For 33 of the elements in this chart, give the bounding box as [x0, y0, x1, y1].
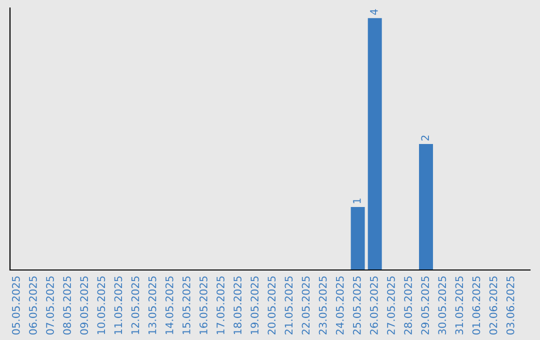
x-tick-label: 20.05.2025 — [268, 276, 276, 334]
x-tick-label: 31.05.2025 — [455, 276, 464, 334]
x-tick-label: 23.05.2025 — [318, 276, 327, 334]
data-label: 2 — [421, 136, 429, 140]
x-tick-label: 28.05.2025 — [404, 276, 412, 334]
x-tick-label: 08.05.2025 — [63, 276, 71, 335]
x-tick-label: 18.05.2025 — [234, 276, 242, 334]
x-tick-label: 19.05.2025 — [250, 276, 259, 334]
x-tick-label: 13.05.2025 — [148, 276, 156, 334]
x-tick-label: 12.05.2025 — [131, 276, 140, 334]
x-tick-label: 06.05.2025 — [29, 276, 37, 335]
x-tick-label: 09.05.2025 — [80, 276, 88, 335]
x-tick-label: 27.05.2025 — [387, 276, 395, 334]
x-tick-label: 02.06.2025 — [489, 276, 498, 335]
x-tick-label: 14.05.2025 — [165, 276, 174, 334]
data-label: 1 — [353, 198, 361, 204]
x-tick-label: 29.05.2025 — [421, 276, 430, 334]
data-label: 4 — [370, 9, 378, 15]
x-tick-label: 10.05.2025 — [97, 276, 106, 334]
x-tick-label: 15.05.2025 — [182, 276, 190, 334]
x-tick-label: 26.05.2025 — [370, 276, 378, 334]
x-tick-label: 03.06.2025 — [506, 276, 514, 335]
x-tick-label: 05.05.2025 — [12, 276, 20, 335]
x-tick-label: 11.05.2025 — [114, 276, 122, 334]
x-tick-label: 22.05.2025 — [302, 276, 310, 334]
x-tick-label: 16.05.2025 — [200, 276, 208, 334]
x-tick-label: 24.05.2025 — [336, 276, 344, 334]
x-tick-label: 01.06.2025 — [472, 276, 480, 335]
x-tick-label: 17.05.2025 — [216, 276, 224, 334]
x-tick-label: 30.05.2025 — [438, 276, 446, 334]
x-tick-label: 07.05.2025 — [46, 276, 54, 335]
x-tick-label: 21.05.2025 — [284, 276, 293, 334]
x-tick-label: 25.05.2025 — [352, 276, 361, 334]
